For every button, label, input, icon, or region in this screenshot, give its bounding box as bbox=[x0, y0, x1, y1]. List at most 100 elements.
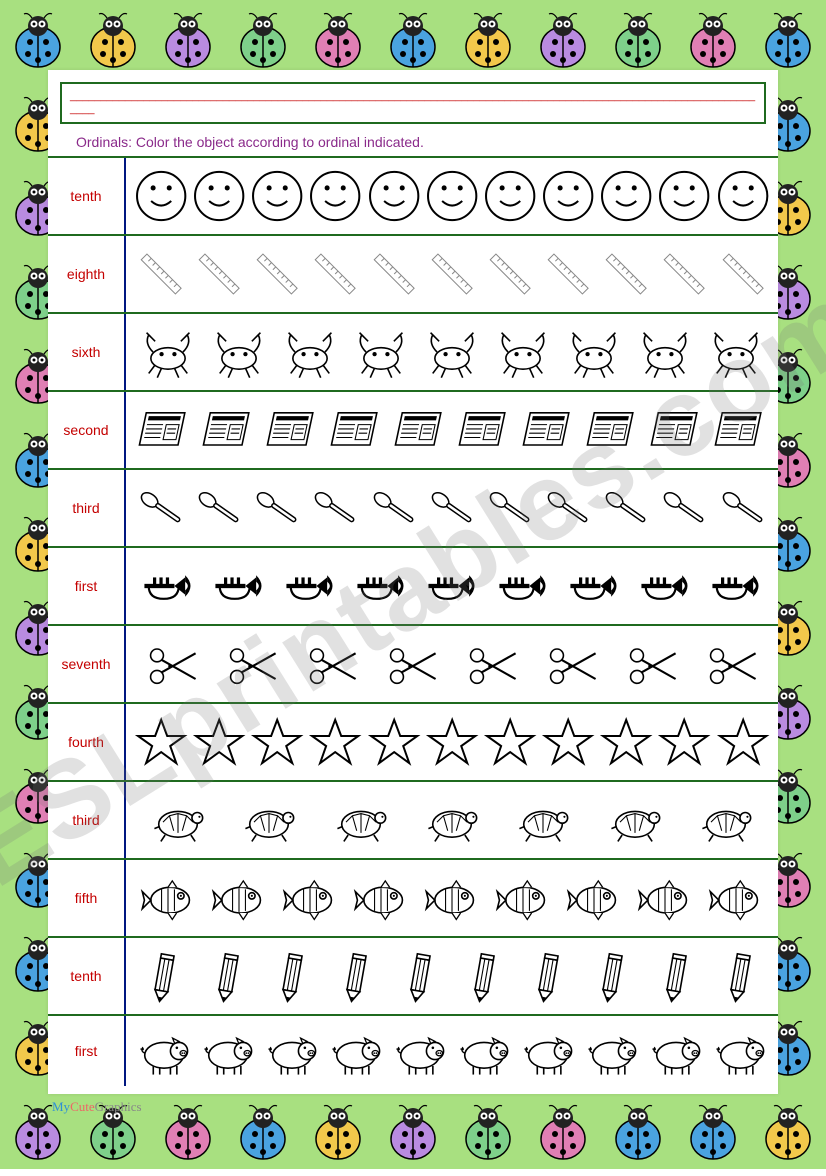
icons-strip bbox=[126, 314, 778, 390]
pencil-icon bbox=[261, 946, 323, 1006]
pencil-icon bbox=[197, 946, 259, 1006]
turtle-icon bbox=[420, 790, 484, 850]
ladybug-icon bbox=[233, 1104, 293, 1164]
turtle-icon bbox=[329, 790, 393, 850]
ladybug-icon bbox=[383, 12, 443, 72]
spoon-icon bbox=[656, 478, 712, 538]
pig-icon bbox=[645, 1021, 707, 1081]
scissors-icon bbox=[620, 634, 684, 694]
fish-icon bbox=[278, 868, 342, 928]
ordinal-label: fifth bbox=[48, 860, 126, 936]
star-icon bbox=[598, 712, 654, 772]
ladybug-icon bbox=[533, 12, 593, 72]
ladybug-icon bbox=[608, 12, 668, 72]
pencil-icon bbox=[453, 946, 515, 1006]
ladybug-icon bbox=[308, 12, 368, 72]
trumpet-icon bbox=[491, 556, 555, 616]
ordinal-row: fourth bbox=[48, 704, 778, 782]
ladybug-icon bbox=[158, 12, 218, 72]
icons-strip bbox=[126, 1016, 778, 1086]
title-line: ________________________________________… bbox=[60, 82, 766, 124]
fish-icon bbox=[420, 868, 484, 928]
icons-strip bbox=[126, 392, 778, 468]
ladybug-icon bbox=[83, 12, 143, 72]
pencil-icon bbox=[645, 946, 707, 1006]
pencil-icon bbox=[709, 946, 771, 1006]
ordinal-row: second bbox=[48, 392, 778, 470]
ruler-icon bbox=[191, 244, 247, 304]
icons-strip bbox=[126, 548, 778, 624]
ruler-icon bbox=[133, 244, 189, 304]
ordinal-row: third bbox=[48, 470, 778, 548]
scissors-icon bbox=[460, 634, 524, 694]
icons-strip bbox=[126, 938, 778, 1014]
credit-text: MyCuteGraphics bbox=[52, 1099, 142, 1115]
ordinal-label: sixth bbox=[48, 314, 126, 390]
spoon-icon bbox=[366, 478, 422, 538]
ordinal-row: sixth bbox=[48, 314, 778, 392]
pig-icon bbox=[453, 1021, 515, 1081]
pig-icon bbox=[325, 1021, 387, 1081]
newspaper-icon bbox=[197, 400, 259, 460]
credit-cute: Cute bbox=[70, 1099, 95, 1114]
ordinal-label: third bbox=[48, 470, 126, 546]
icons-strip bbox=[126, 626, 778, 702]
newspaper-icon bbox=[325, 400, 387, 460]
newspaper-icon bbox=[389, 400, 451, 460]
trumpet-icon bbox=[633, 556, 697, 616]
ladybug-icon bbox=[758, 12, 818, 72]
ladybug-icon bbox=[758, 1104, 818, 1164]
star-icon bbox=[656, 712, 712, 772]
ordinal-row: tenth bbox=[48, 158, 778, 236]
star-icon bbox=[191, 712, 247, 772]
star-icon bbox=[424, 712, 480, 772]
smiley-icon bbox=[482, 166, 538, 226]
trumpet-icon bbox=[349, 556, 413, 616]
star-icon bbox=[540, 712, 596, 772]
scissors-icon bbox=[220, 634, 284, 694]
star-icon bbox=[366, 712, 422, 772]
spoon-icon bbox=[540, 478, 596, 538]
icons-strip bbox=[126, 470, 778, 546]
smiley-icon bbox=[598, 166, 654, 226]
fish-icon bbox=[207, 868, 271, 928]
instruction-text: Ordinals: Color the object according to … bbox=[48, 130, 778, 158]
ladybug-icon bbox=[683, 12, 743, 72]
ordinal-label: tenth bbox=[48, 158, 126, 234]
icons-strip bbox=[126, 236, 778, 312]
trumpet-icon bbox=[420, 556, 484, 616]
newspaper-icon bbox=[517, 400, 579, 460]
fish-icon bbox=[562, 868, 626, 928]
newspaper-icon bbox=[709, 400, 771, 460]
ruler-icon bbox=[656, 244, 712, 304]
crab-icon bbox=[562, 322, 626, 382]
ordinal-label: third bbox=[48, 782, 126, 858]
fish-icon bbox=[633, 868, 697, 928]
crab-icon bbox=[491, 322, 555, 382]
pig-icon bbox=[197, 1021, 259, 1081]
turtle-icon bbox=[603, 790, 667, 850]
pig-icon bbox=[517, 1021, 579, 1081]
ordinal-row: seventh bbox=[48, 626, 778, 704]
fish-icon bbox=[491, 868, 555, 928]
crab-icon bbox=[207, 322, 271, 382]
pencil-icon bbox=[325, 946, 387, 1006]
crab-icon bbox=[278, 322, 342, 382]
smiley-icon bbox=[715, 166, 771, 226]
trumpet-icon bbox=[704, 556, 768, 616]
turtle-icon bbox=[237, 790, 301, 850]
ordinal-row: first bbox=[48, 548, 778, 626]
ordinal-row: tenth bbox=[48, 938, 778, 1016]
ruler-icon bbox=[540, 244, 596, 304]
smiley-icon bbox=[540, 166, 596, 226]
smiley-icon bbox=[366, 166, 422, 226]
ruler-icon bbox=[715, 244, 771, 304]
crab-icon bbox=[349, 322, 413, 382]
spoon-icon bbox=[191, 478, 247, 538]
trumpet-icon bbox=[136, 556, 200, 616]
crab-icon bbox=[633, 322, 697, 382]
ladybug-icon bbox=[233, 12, 293, 72]
scissors-icon bbox=[140, 634, 204, 694]
fish-icon bbox=[349, 868, 413, 928]
ladybug-icon bbox=[458, 12, 518, 72]
